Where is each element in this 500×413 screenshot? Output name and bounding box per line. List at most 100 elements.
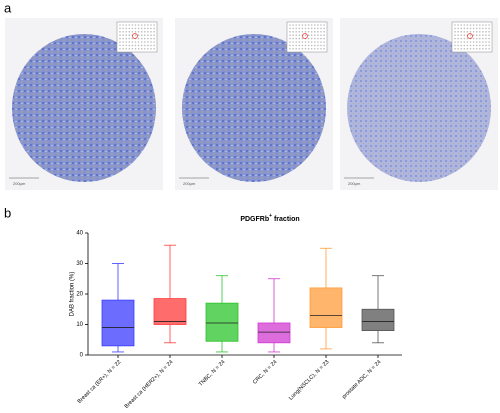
tma-dot (479, 48, 481, 50)
scale-label: 200µm (13, 181, 26, 186)
tma-dot (153, 44, 155, 47)
tma-dot (314, 31, 316, 33)
tma-dot (295, 41, 298, 43)
tma-dot (295, 44, 298, 47)
tma-dot (466, 44, 469, 47)
tma-dot (469, 24, 472, 26)
tma-dot (482, 31, 484, 33)
tma-dot (463, 27, 466, 30)
tma-dot (298, 31, 301, 33)
tma-dot (460, 24, 463, 26)
tma-dot (134, 34, 137, 36)
tma-dot (304, 41, 307, 43)
tma-dot (150, 41, 152, 43)
tma-dot (466, 31, 469, 33)
tma-highlight (302, 33, 308, 39)
tma-dot (323, 41, 325, 43)
tma-dot (307, 34, 310, 36)
tma-dot (119, 48, 121, 50)
tma-dot (460, 27, 463, 30)
tma-dot (320, 31, 322, 33)
tma-dot (457, 24, 459, 26)
tma-dot (304, 31, 307, 33)
tma-dot (137, 48, 140, 50)
tma-dot (144, 27, 146, 30)
tma-dot (482, 27, 484, 30)
tma-dot (125, 34, 127, 36)
tma-dot (463, 37, 466, 40)
tma-dot (134, 44, 137, 47)
tma-dot (472, 37, 475, 40)
box (153, 298, 187, 325)
tma-dot (140, 31, 143, 33)
tma-dot (122, 31, 124, 33)
tma-dot (314, 24, 316, 26)
tma-dot (323, 37, 325, 40)
tma-dot (298, 41, 301, 43)
tma-dot (488, 48, 490, 50)
tma-dot (472, 24, 475, 26)
tissue-core (12, 34, 156, 182)
tma-dot (463, 31, 466, 33)
tma-dot (150, 24, 152, 26)
tma-dot (301, 24, 304, 26)
tma-dot (125, 48, 127, 50)
x-tick-label: CRC, N = 24 (252, 359, 278, 385)
tma-dot (137, 44, 140, 47)
tma-dot (310, 34, 313, 36)
tma-dot (289, 31, 291, 33)
x-tick-label: prostate ADC, N = 24 (341, 359, 382, 400)
tma-dot (475, 24, 478, 26)
tma-dot (307, 31, 310, 33)
y-axis-label: DAB fraction (%) (70, 272, 76, 317)
y-tick-label: 40 (76, 231, 83, 237)
tma-dot (119, 27, 121, 30)
tma-dot (128, 37, 131, 40)
tma-dot (479, 31, 481, 33)
tma-dot (466, 48, 469, 50)
tma-dot (295, 48, 298, 50)
tma-dot (472, 41, 475, 43)
tma-dot (144, 48, 146, 50)
tma-dot (454, 37, 456, 40)
tma-dot (485, 37, 487, 40)
tma-dot (122, 27, 124, 30)
tma-dot (301, 31, 304, 33)
tma-dot (457, 31, 459, 33)
tma-highlight (132, 33, 138, 39)
tma-dot (144, 37, 146, 40)
tma-dot (320, 27, 322, 30)
tma-dot (150, 44, 152, 47)
tma-dot (469, 44, 472, 47)
tma-dot (472, 44, 475, 47)
tma-dot (472, 27, 475, 30)
tma-dot (304, 44, 307, 47)
tma-dot (460, 41, 463, 43)
tma-dot (140, 44, 143, 47)
tma-dot (314, 48, 316, 50)
tma-dot (137, 31, 140, 33)
tma-dot (292, 37, 294, 40)
tma-dot (292, 31, 294, 33)
tissue-core (182, 34, 326, 182)
tma-dot (454, 41, 456, 43)
tma-dot (147, 44, 149, 47)
tma-dot (479, 37, 481, 40)
tma-dot (457, 34, 459, 36)
tma-dot (314, 41, 316, 43)
tma-dot (140, 37, 143, 40)
tma-dot (460, 48, 463, 50)
tma-dot (323, 24, 325, 26)
tma-dot (144, 41, 146, 43)
tissue-core (347, 34, 491, 182)
tma-dot (454, 31, 456, 33)
tma-dot (128, 34, 131, 36)
tma-dot (122, 44, 124, 47)
tma-dot (488, 41, 490, 43)
tma-dot (457, 41, 459, 43)
tma-dot (304, 48, 307, 50)
tma-dot (128, 48, 131, 50)
tma-dot (292, 41, 294, 43)
tma-dot (137, 37, 140, 40)
tma-dot (125, 41, 127, 43)
